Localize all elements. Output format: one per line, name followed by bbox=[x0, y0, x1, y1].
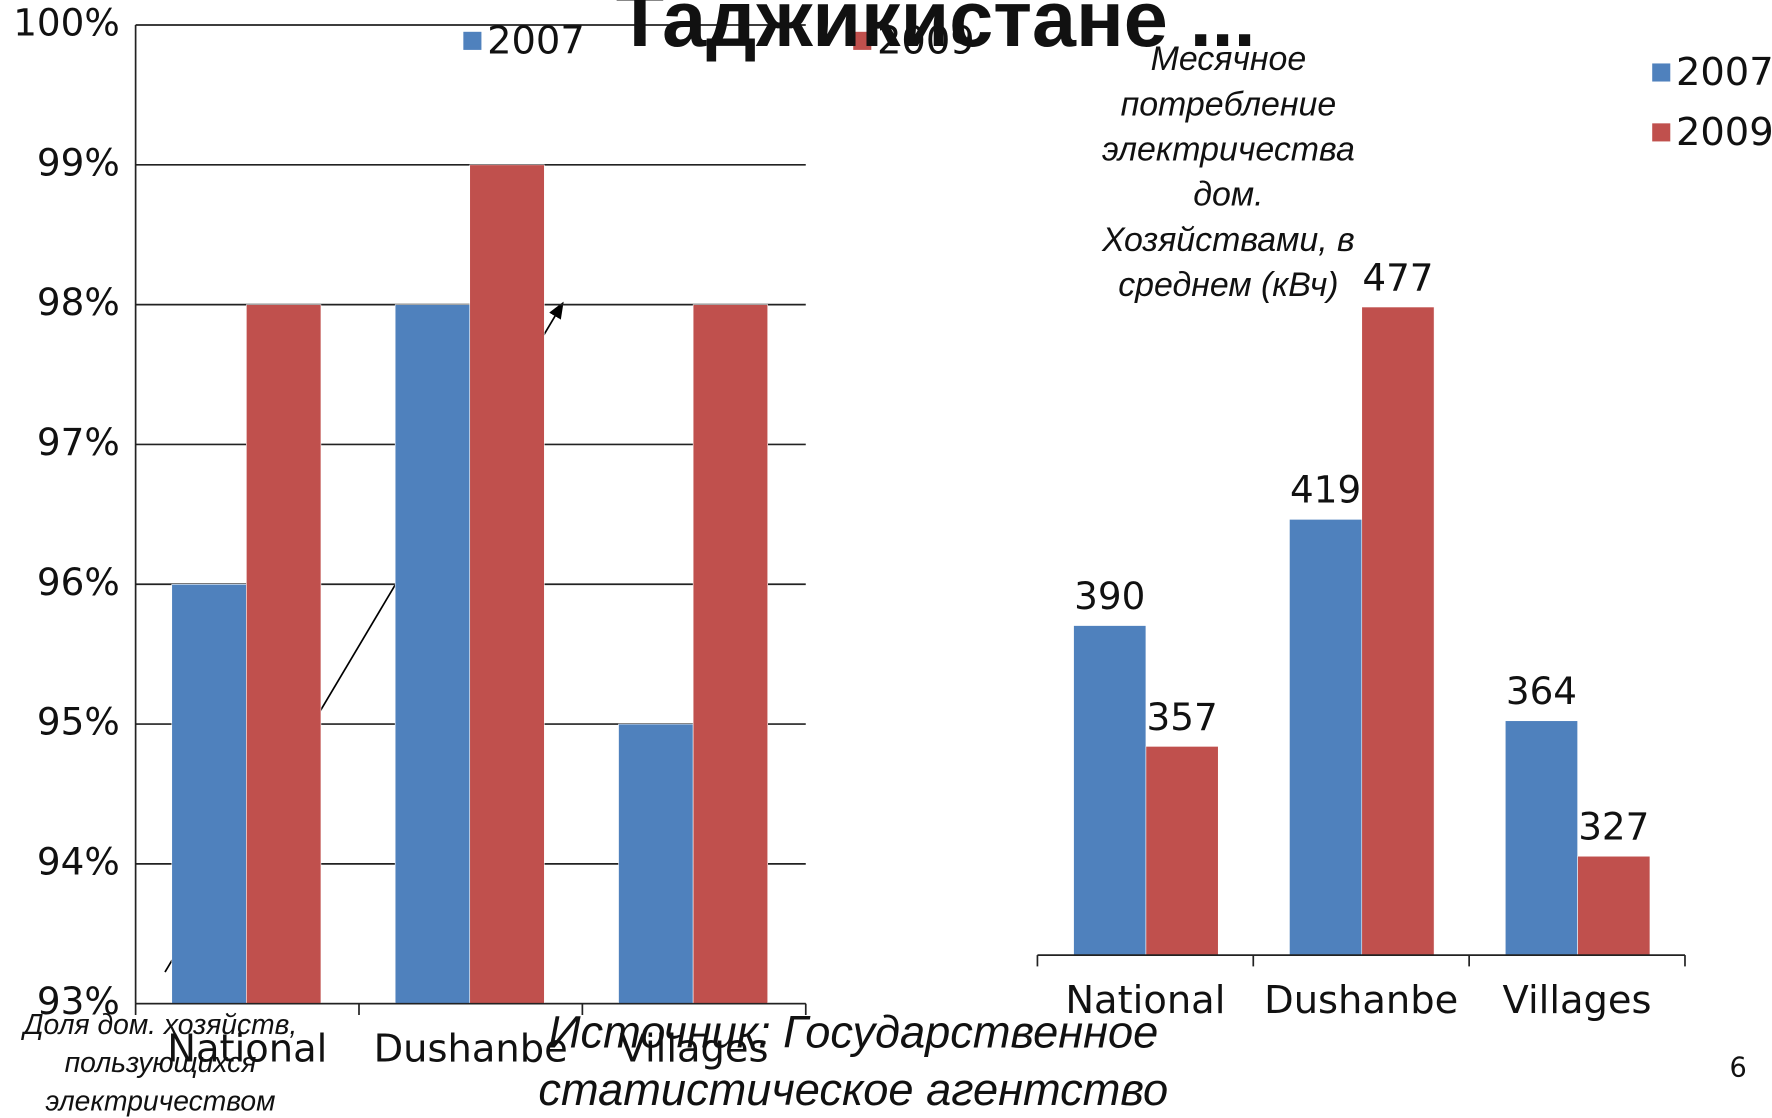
bar bbox=[171, 583, 247, 1004]
source: Источник: Государственное bbox=[548, 1006, 1158, 1057]
annotation: Доля дом. хозяйств, bbox=[21, 1008, 298, 1040]
page-number: 6 bbox=[1729, 1053, 1746, 1084]
slide-title: Таджикистане ... bbox=[616, 0, 1256, 63]
x-tick-label: Villages bbox=[620, 1027, 769, 1072]
chart-title: Месячное bbox=[1151, 40, 1307, 78]
chart-title: среднем (кВч) bbox=[1118, 266, 1338, 304]
y-tick-label: 100% bbox=[13, 1, 120, 45]
y-tick-label: 98% bbox=[37, 280, 120, 324]
bar bbox=[618, 723, 694, 1004]
bar bbox=[246, 304, 322, 1004]
x-tick-label: National bbox=[1065, 978, 1225, 1023]
bar bbox=[1073, 625, 1147, 956]
annotation: электричеством bbox=[45, 1085, 275, 1117]
y-tick-label: 97% bbox=[37, 420, 120, 464]
data-label: 357 bbox=[1147, 695, 1218, 739]
legend-label: 2007 bbox=[1676, 50, 1772, 95]
bar bbox=[1577, 855, 1651, 956]
bar bbox=[1361, 306, 1435, 956]
data-label: 327 bbox=[1578, 805, 1649, 849]
bar bbox=[692, 304, 768, 1004]
bar bbox=[394, 304, 471, 1004]
y-tick-label: 96% bbox=[37, 560, 120, 604]
bar bbox=[1289, 519, 1363, 956]
chart-title: дом. bbox=[1193, 176, 1263, 214]
bar bbox=[1505, 720, 1578, 956]
y-tick-label: 99% bbox=[37, 140, 120, 184]
legend-swatch bbox=[1652, 123, 1671, 142]
bar bbox=[469, 164, 545, 1004]
x-tick-label: Villages bbox=[1503, 978, 1652, 1023]
legend-label: 2009 bbox=[877, 19, 975, 64]
x-tick-label: Dushanbe bbox=[374, 1027, 568, 1072]
data-label: 477 bbox=[1362, 255, 1433, 299]
chart-title: потребление bbox=[1121, 85, 1337, 123]
legend-swatch bbox=[1652, 63, 1671, 82]
legend-swatch bbox=[853, 31, 872, 50]
y-tick-label: 94% bbox=[37, 839, 120, 883]
y-tick-label: 93% bbox=[37, 979, 120, 1023]
data-label: 390 bbox=[1074, 574, 1145, 618]
source: статистическое агентство bbox=[538, 1064, 1168, 1115]
y-tick-label: 95% bbox=[37, 700, 120, 744]
legend-label: 2007 bbox=[487, 19, 585, 64]
x-tick-label: Dushanbe bbox=[1264, 978, 1458, 1023]
annotation: пользующихся bbox=[65, 1046, 257, 1078]
chart-title: электричества bbox=[1102, 131, 1355, 169]
bar bbox=[1145, 746, 1219, 956]
data-label: 419 bbox=[1290, 468, 1361, 512]
data-label: 364 bbox=[1506, 669, 1577, 713]
legend-swatch bbox=[463, 31, 482, 50]
x-tick-label: National bbox=[167, 1027, 327, 1072]
chart-title: Хозяйствами, в bbox=[1101, 221, 1355, 259]
legend-label: 2009 bbox=[1676, 110, 1772, 155]
